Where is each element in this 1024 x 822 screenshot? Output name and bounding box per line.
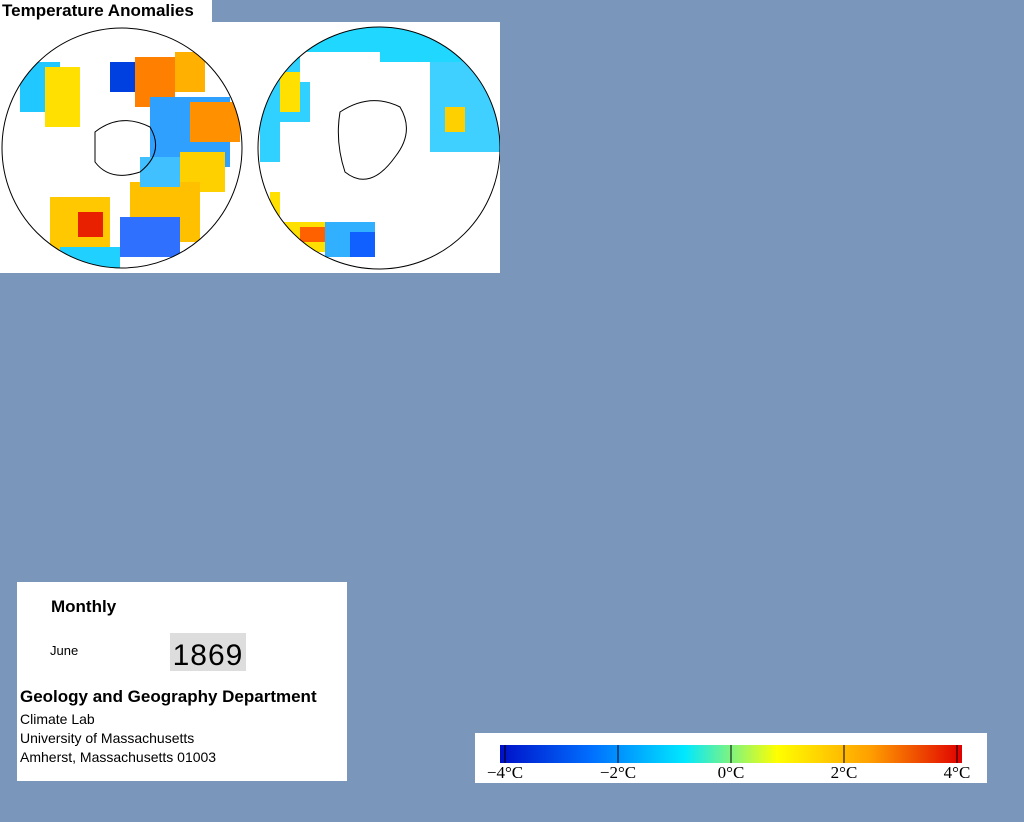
info-panel: Monthly June 1869 Geology and Geography … xyxy=(17,582,347,781)
tick-label: 2°C xyxy=(831,763,858,782)
tick-label: 0°C xyxy=(718,763,745,782)
legend-panel: −4°C −2°C 0°C 2°C 4°C xyxy=(475,733,987,783)
address-line: Climate Lab xyxy=(20,711,95,727)
color-legend: −4°C −2°C 0°C 2°C 4°C xyxy=(487,745,971,782)
north-map xyxy=(20,52,240,268)
address-line: University of Massachusetts xyxy=(20,730,195,746)
year: 1869 xyxy=(170,633,246,672)
title: Temperature Anomalies xyxy=(0,0,212,22)
maps-panel xyxy=(0,22,501,273)
department: Geology and Geography Department xyxy=(20,687,317,706)
period: Monthly xyxy=(51,597,117,616)
address-line: Amherst, Massachusetts 01003 xyxy=(20,749,217,765)
tick-label: −4°C xyxy=(487,763,523,782)
tick-label: −2°C xyxy=(600,763,636,782)
month: June xyxy=(50,643,79,658)
maps xyxy=(1,26,501,270)
tick-label: 4°C xyxy=(944,763,971,782)
